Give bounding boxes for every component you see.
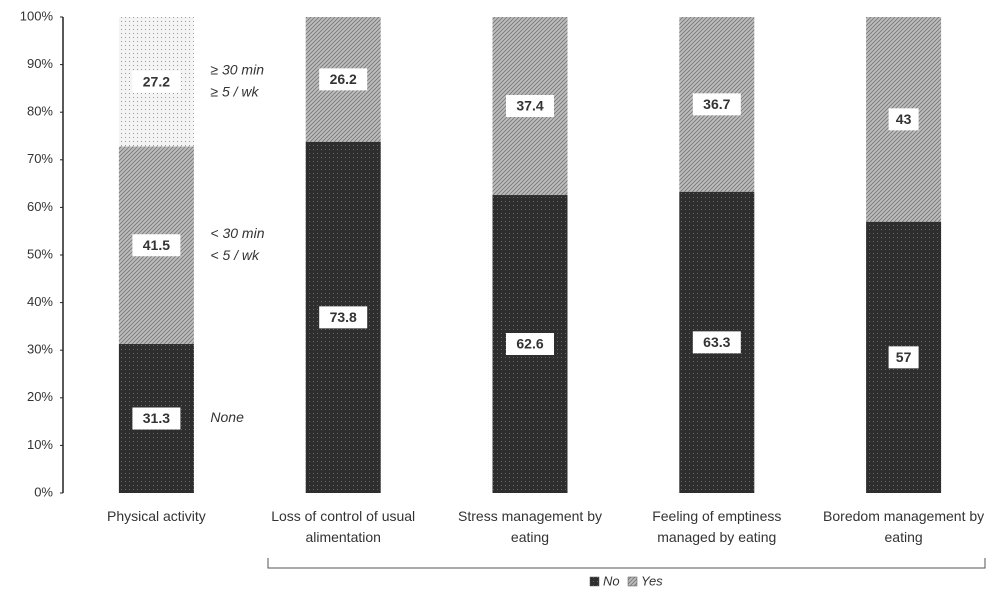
annotation: None bbox=[210, 409, 244, 425]
value-label-box bbox=[319, 306, 368, 329]
y-tick-label: 70% bbox=[27, 151, 53, 166]
x-label-box: Physical activity bbox=[106, 508, 206, 524]
x-tick-label: Physical activity bbox=[106, 508, 206, 524]
value-label: 41.5 bbox=[143, 237, 170, 253]
value-label: 31.3 bbox=[143, 410, 170, 426]
annotation: < 5 / wk bbox=[210, 247, 260, 263]
x-tick-label: Loss of control of usual alimentation bbox=[271, 508, 416, 545]
value-label-box bbox=[888, 108, 919, 131]
value-label-box bbox=[506, 95, 554, 118]
y-tick-label: 100% bbox=[20, 8, 54, 23]
legend-label: No bbox=[603, 573, 620, 588]
x-label-box: Boredom management by eating bbox=[823, 508, 985, 545]
x-tick-label: Feeling of emptiness managed by eating bbox=[652, 508, 782, 545]
value-label-box bbox=[319, 68, 368, 91]
y-tick-label: 80% bbox=[27, 104, 53, 119]
y-tick-label: 20% bbox=[27, 389, 53, 404]
x-label-box: Feeling of emptiness managed by eating bbox=[652, 508, 782, 545]
value-label-box bbox=[692, 331, 741, 354]
x-tick-label: Boredom management by eating bbox=[823, 508, 985, 545]
value-label-box bbox=[888, 346, 919, 369]
y-tick-label: 30% bbox=[27, 342, 53, 357]
value-label-box bbox=[692, 93, 741, 116]
value-label: 62.6 bbox=[516, 336, 543, 352]
legend-swatch bbox=[589, 576, 600, 587]
value-label-box bbox=[132, 407, 181, 430]
value-label: 37.4 bbox=[516, 98, 543, 114]
x-label-box: Stress management by eating bbox=[458, 508, 602, 545]
y-tick-label: 90% bbox=[27, 56, 53, 71]
legend-label: Yes bbox=[641, 573, 663, 588]
y-tick-label: 60% bbox=[27, 199, 53, 214]
y-tick-label: 50% bbox=[27, 246, 53, 261]
x-label-box: Loss of control of usual alimentation bbox=[271, 508, 416, 545]
value-label: 63.3 bbox=[703, 334, 730, 350]
value-label: 36.7 bbox=[703, 96, 730, 112]
annotation: ≥ 5 / wk bbox=[210, 83, 259, 99]
value-label: 57 bbox=[896, 349, 912, 365]
value-label-box bbox=[506, 333, 554, 356]
group-bracket bbox=[267, 558, 986, 569]
y-tick-label: 10% bbox=[27, 437, 53, 452]
y-tick-label: 0% bbox=[34, 484, 53, 499]
legend-swatch bbox=[627, 576, 638, 587]
annotation: < 30 min bbox=[210, 225, 264, 241]
value-label-box bbox=[132, 234, 181, 257]
y-tick-label: 40% bbox=[27, 294, 53, 309]
x-tick-label: Stress management by eating bbox=[458, 508, 602, 545]
annotation: ≥ 30 min bbox=[210, 61, 264, 77]
value-label: 27.2 bbox=[143, 73, 170, 89]
value-label: 26.2 bbox=[330, 71, 357, 87]
value-label: 73.8 bbox=[330, 309, 357, 325]
value-label-box bbox=[132, 70, 181, 93]
value-label: 43 bbox=[896, 111, 912, 127]
